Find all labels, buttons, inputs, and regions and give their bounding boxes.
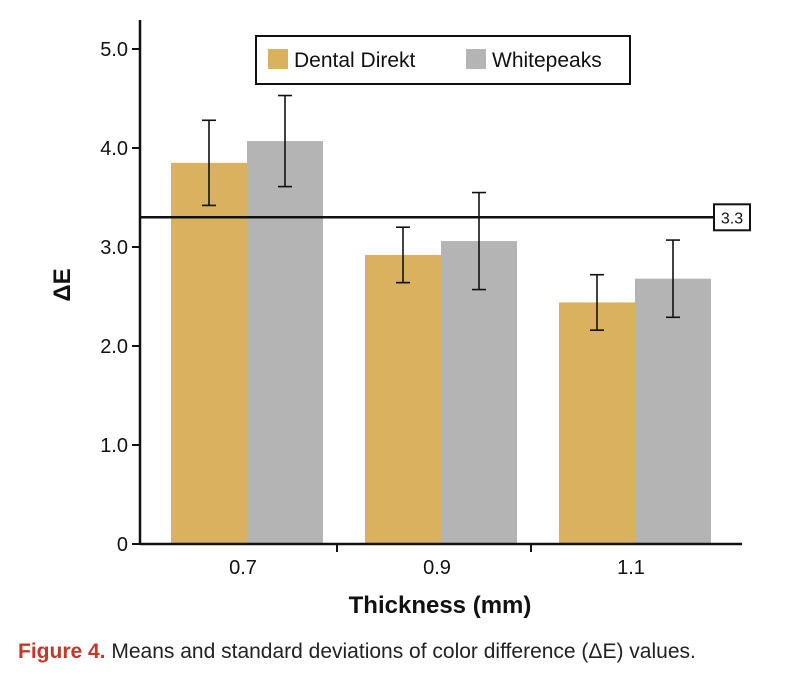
error-bar-whitepeaks-0-9 xyxy=(472,191,486,291)
bar-dental-direkt-1-1 xyxy=(559,302,635,544)
bar-whitepeaks-0-7 xyxy=(247,141,323,544)
legend-box xyxy=(255,35,631,85)
reference-label-box xyxy=(713,203,751,232)
legend-label-whitepeaks: Whitepeaks xyxy=(492,49,602,72)
bars-layer xyxy=(171,141,711,545)
reference-label: 3.3 xyxy=(721,210,743,227)
y-tick-label: 3.0 xyxy=(100,237,128,259)
bar-dental-direkt-0-9 xyxy=(365,254,441,545)
bar-dental-direkt-0-7 xyxy=(171,162,247,544)
y-tick-label: 0 xyxy=(117,534,128,556)
y-tick-label: 2.0 xyxy=(100,336,128,358)
x-tick-label: 0.7 xyxy=(229,557,257,579)
y-tick-label: 1.0 xyxy=(100,435,128,457)
x-axis-title: Thickness (mm) xyxy=(349,592,532,619)
bar-whitepeaks-1-1 xyxy=(635,278,711,544)
figure-label: Figure 4. xyxy=(18,640,106,663)
legend-swatch-whitepeaks xyxy=(466,49,486,69)
error-bars-layer xyxy=(202,94,680,331)
error-bar-whitepeaks-1-1 xyxy=(666,239,680,319)
x-tick-label: 1.1 xyxy=(617,557,645,579)
legend: Dental Direkt Whitepeaks xyxy=(255,35,631,85)
legend-swatch-dental-direkt xyxy=(268,49,288,69)
error-bar-whitepeaks-0-7 xyxy=(278,94,292,188)
error-bar-dental-direkt-0-7 xyxy=(202,119,216,207)
bar-whitepeaks-0-9 xyxy=(441,241,517,544)
reference-line-layer: 3.3 xyxy=(140,203,751,232)
axes-layer: 0 1.0 2.0 3.0 4.0 5.0 0.7 0.9 1.1 xyxy=(100,20,742,579)
chart: 0 1.0 2.0 3.0 4.0 5.0 0.7 0.9 1.1 3.3 Dental Dir… xyxy=(49,20,751,619)
y-tick-label: 5.0 xyxy=(100,39,128,61)
caption-text: Means and standard deviations of color d… xyxy=(105,640,696,663)
x-tick-label: 0.9 xyxy=(423,557,451,579)
figure-caption: Figure 4. Means and standard deviations … xyxy=(18,640,788,664)
y-axis-title: ΔE xyxy=(49,268,76,301)
error-bar-dental-direkt-1-1 xyxy=(590,273,604,331)
error-bar-dental-direkt-0-9 xyxy=(396,226,410,284)
legend-label-dental-direkt: Dental Direkt xyxy=(294,49,416,72)
y-tick-label: 4.0 xyxy=(100,138,128,160)
